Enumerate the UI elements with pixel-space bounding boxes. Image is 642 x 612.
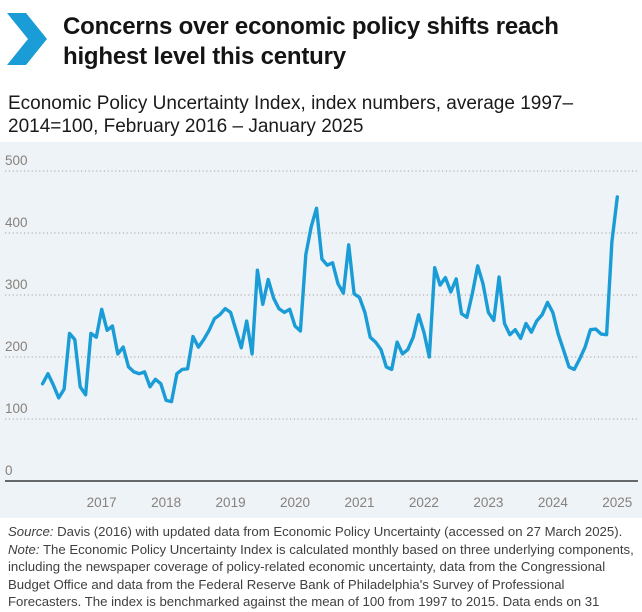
x-axis-tick-label: 2018 — [151, 495, 181, 510]
chevron-icon — [7, 13, 47, 65]
chart-footnotes: Source: Davis (2016) with updated data f… — [8, 523, 636, 612]
page-title: Concerns over economic policy shifts rea… — [63, 13, 559, 70]
y-axis-tick-label: 0 — [5, 463, 13, 478]
note-label: Note: — [8, 541, 40, 557]
chart-subtitle: Economic Policy Uncertainty Index, index… — [8, 93, 574, 137]
source-label: Source: — [8, 524, 54, 539]
x-axis-tick-label: 2020 — [280, 495, 310, 510]
source-text: Davis (2016) with updated data from Econ… — [57, 524, 623, 539]
source-line: Source: Davis (2016) with updated data f… — [8, 523, 636, 612]
chevron-shape — [7, 13, 47, 65]
x-axis-tick-label: 2017 — [87, 495, 117, 510]
x-axis-tick-label: 2019 — [216, 495, 246, 510]
y-axis-tick-label: 200 — [5, 339, 28, 354]
note-text: The Economic Policy Uncertainty Index is… — [8, 541, 634, 612]
epu-index-line — [40, 195, 619, 404]
y-axis-tick-label: 100 — [5, 401, 28, 416]
x-axis-tick-label: 2024 — [538, 495, 569, 510]
x-axis-tick-label: 2021 — [344, 495, 374, 510]
y-axis-tick-label: 500 — [5, 153, 28, 168]
chart-panel: 500 400 300 200 100 0 2017 2018 2019 2020 2021 2022… — [0, 142, 642, 518]
x-axis-tick-label: 2022 — [409, 495, 439, 510]
x-axis-tick-label: 2025 — [602, 495, 632, 510]
y-axis-tick-label: 400 — [5, 215, 28, 230]
epu-line-chart: 500 400 300 200 100 0 2017 2018 2019 2020 2021 2022… — [5, 153, 638, 510]
y-axis-tick-label: 300 — [5, 277, 28, 292]
x-axis-tick-label: 2023 — [473, 495, 503, 510]
